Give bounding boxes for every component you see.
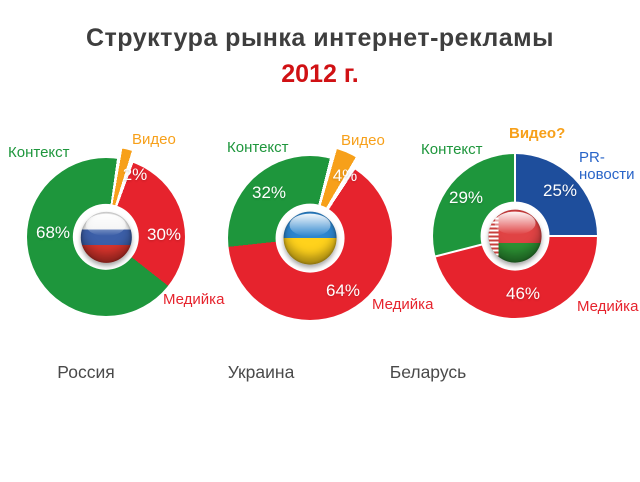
ukraine-video-value: 4%	[332, 166, 358, 185]
russia-video-value: 2%	[122, 165, 148, 184]
donut-chart-russia: 2% 30% 68%	[27, 147, 188, 316]
belarus-legend-video_question: Видео?	[509, 125, 566, 142]
ukraine-flag-ball-icon	[283, 211, 337, 265]
ukraine-legend-video: Видео	[341, 132, 385, 149]
donut-chart-ukraine: 4% 64% 32%	[228, 145, 397, 320]
belarus-context-value: 29%	[448, 188, 484, 207]
belarus-legend-media: Медийка	[577, 298, 639, 315]
russia-legend-video: Видео	[132, 131, 176, 148]
ukraine-media-value: 64%	[325, 281, 361, 300]
belarus-slice-separator	[514, 154, 516, 236]
russia-context-value: 68%	[35, 223, 71, 242]
country-label-ukraine: Украина	[227, 362, 295, 382]
belarus-pr-value: 25%	[542, 181, 578, 200]
donut-chart-belarus: 25% 46% 29%	[433, 154, 597, 318]
russia-legend-context: Контекст	[8, 144, 70, 161]
russia-legend-media: Медийка	[163, 291, 225, 308]
ukraine-donut-hole	[275, 203, 345, 273]
russia-media-value: 30%	[146, 225, 182, 244]
belarus-donut-hole	[480, 201, 550, 271]
country-label-russia: Россия	[57, 362, 115, 382]
russia-flag-ball-icon	[80, 211, 132, 263]
slide-title: Структура рынка интернет-рекламы	[85, 24, 555, 52]
ukraine-legend-context: Контекст	[227, 139, 289, 156]
country-label-belarus: Беларусь	[389, 362, 467, 382]
title-block: Структура рынка интернет-рекламы 2012 г.	[0, 24, 640, 89]
belarus-flag-ball-icon	[488, 209, 542, 263]
russia-donut-hole	[72, 203, 140, 271]
belarus-legend-context: Контекст	[421, 141, 483, 158]
belarus-media-value: 46%	[505, 284, 541, 303]
slide-year: 2012 г.	[281, 60, 359, 88]
ukraine-legend-media: Медийка	[372, 296, 434, 313]
belarus-legend-pr: PR-новости	[579, 149, 635, 184]
ukraine-context-value: 32%	[251, 183, 287, 202]
